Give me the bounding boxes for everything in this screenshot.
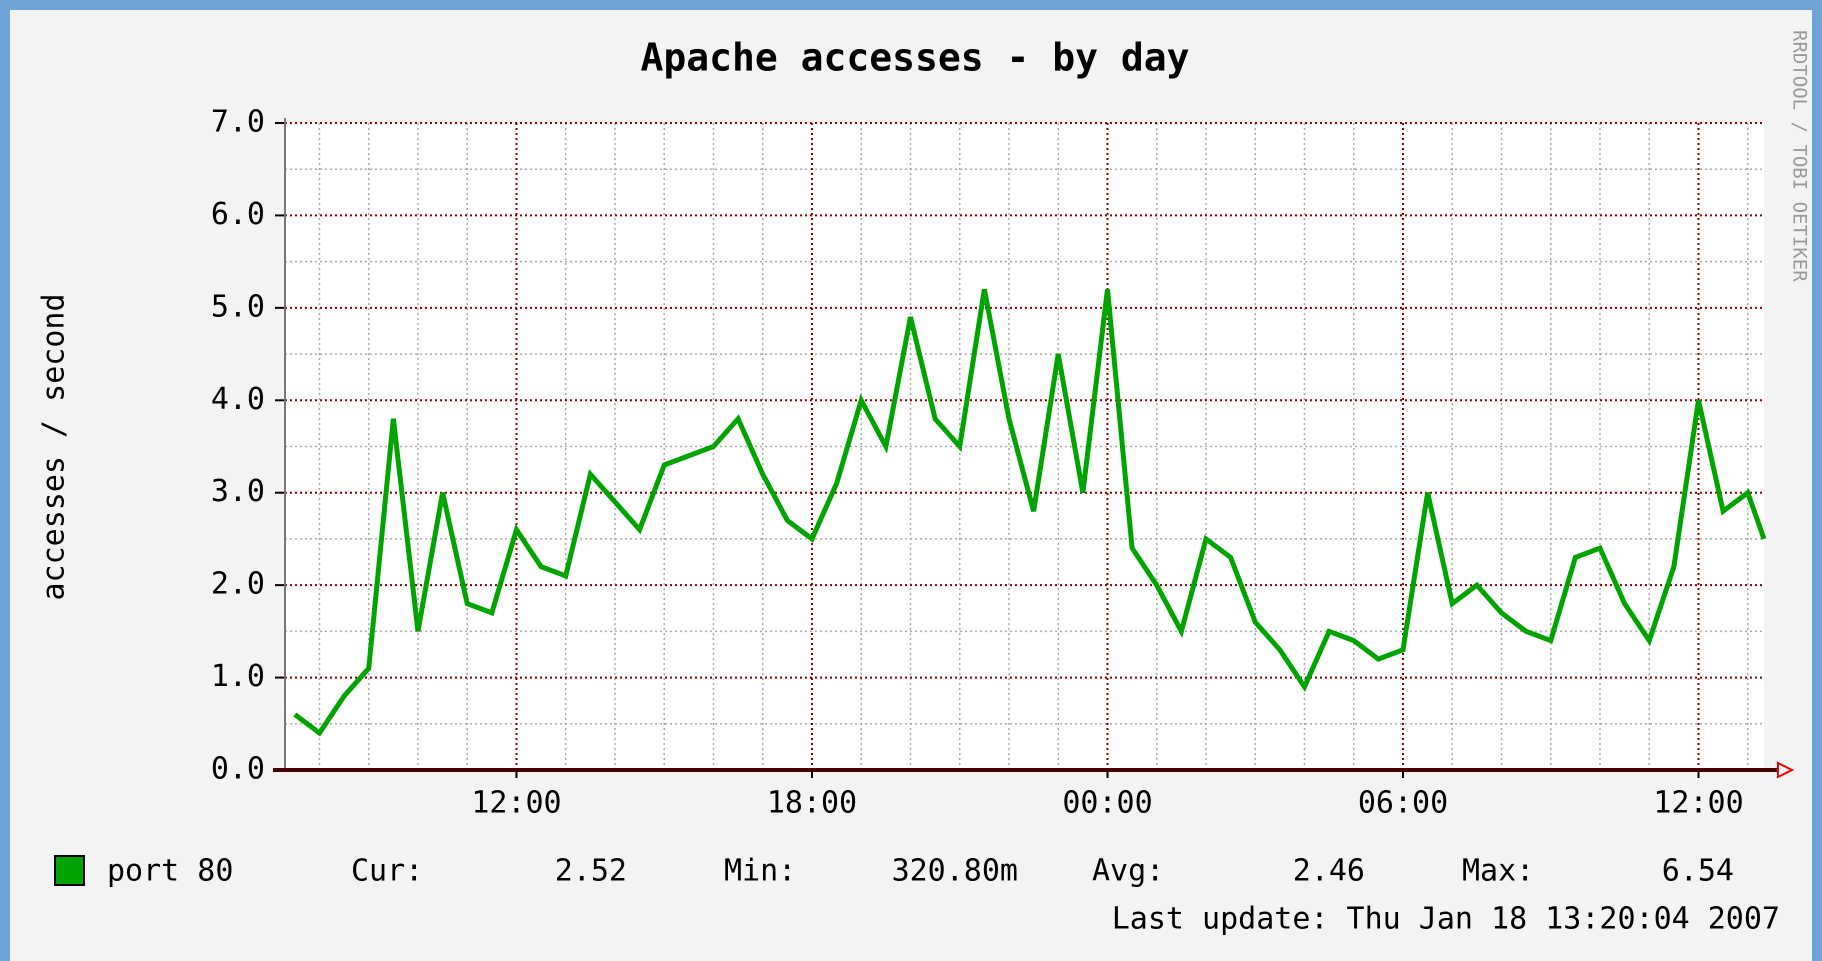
marks	[293, 288, 1767, 737]
grid	[273, 118, 1795, 779]
legend-swatch	[54, 855, 85, 886]
x-tick-label: 18:00	[767, 786, 857, 821]
stat-value: 2.46	[1293, 854, 1365, 889]
stat-label: Avg:	[1092, 854, 1164, 889]
x-tick-label: 12:00	[1653, 786, 1743, 821]
y-tick-label: 0.0	[211, 752, 265, 787]
y-tick-label: 1.0	[211, 659, 265, 694]
stat-label: Max:	[1462, 854, 1534, 889]
x-tick-label: 00:00	[1062, 786, 1152, 821]
data-line	[293, 288, 1767, 737]
stat-value: 6.54	[1662, 854, 1734, 889]
stat-label: Cur:	[351, 854, 423, 889]
legend-label: port 80	[107, 854, 233, 889]
stat-label: Min:	[724, 854, 796, 889]
side-credit: RRDTOOL / TOBI OETIKER	[1789, 30, 1811, 282]
chart-title: Apache accesses - by day	[640, 36, 1189, 80]
x-tick-label: 12:00	[471, 786, 561, 821]
stat-value: 320.80m	[892, 854, 1018, 889]
y-tick-label: 5.0	[211, 289, 265, 324]
y-tick-label: 2.0	[211, 567, 265, 602]
y-tick-label: 6.0	[211, 197, 265, 232]
y-axis-label: accesses / second	[37, 293, 72, 600]
y-tick-label: 7.0	[211, 105, 265, 140]
y-tick-label: 4.0	[211, 382, 265, 417]
last-update: Last update: Thu Jan 18 13:20:04 2007	[1112, 902, 1780, 937]
x-tick-label: 06:00	[1358, 786, 1448, 821]
stat-value: 2.52	[555, 854, 627, 889]
y-tick-label: 3.0	[211, 474, 265, 509]
axis-arrow	[1777, 761, 1795, 779]
